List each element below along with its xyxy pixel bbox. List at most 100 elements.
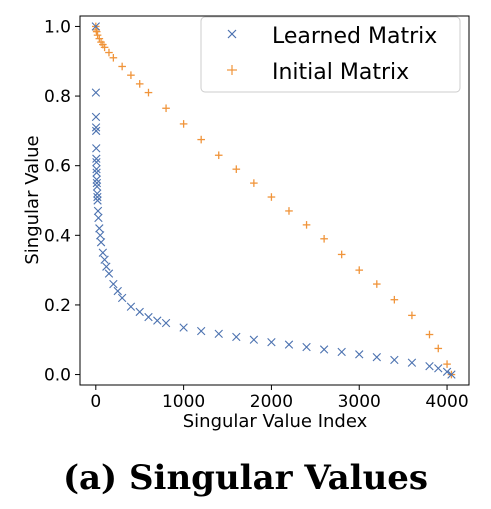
initial-point [232, 165, 241, 173]
learned-point [372, 352, 381, 362]
learned-point [144, 312, 153, 322]
initial-point [214, 151, 223, 160]
y-tick-label: 0.6 [44, 157, 71, 177]
learned-point [98, 248, 108, 257]
learned-point [232, 332, 241, 342]
learned-point [93, 196, 102, 205]
initial-point [95, 34, 104, 43]
learned-point [91, 88, 101, 97]
legend: Learned Matrix Initial Matrix [200, 16, 461, 93]
series-learned-matrix [91, 22, 456, 379]
x-tick-label: 4000 [425, 392, 468, 412]
x-axis-label: Singular Value Index [183, 411, 368, 432]
initial-point [434, 344, 443, 353]
series-initial-matrix [92, 22, 456, 379]
learned-point [113, 286, 122, 296]
learned-point [267, 337, 276, 347]
initial-point [372, 280, 381, 288]
x-tick-label: 3000 [338, 392, 381, 412]
learned-point [390, 355, 399, 365]
axis-ticks: 0 1000 2000 3000 4000 0.0 0.2 0.4 0.6 0.8 1.0 [44, 17, 469, 412]
plot-frame [79, 15, 470, 386]
initial-point [408, 311, 416, 320]
initial-point [92, 27, 101, 36]
initial-point [250, 179, 258, 187]
learned-point [214, 329, 223, 339]
initial-point [320, 234, 328, 243]
legend-marker-initial [227, 65, 237, 75]
learned-point [92, 182, 102, 191]
learned-point [407, 358, 417, 367]
legend-box [200, 16, 461, 93]
initial-point [425, 330, 434, 339]
legend-label-learned: Learned Matrix [272, 24, 437, 49]
y-tick-label: 0.8 [44, 87, 71, 107]
initial-point [118, 62, 126, 71]
learned-point [95, 224, 104, 233]
learned-point [92, 168, 101, 177]
y-axis-label: Singular Value [22, 135, 43, 264]
learned-point [100, 255, 109, 264]
learned-point [93, 206, 103, 216]
initial-point [285, 207, 293, 215]
initial-point [267, 193, 276, 201]
learned-point [447, 370, 456, 379]
x-tick-label: 2000 [250, 392, 293, 412]
learned-point [337, 347, 346, 357]
initial-point [197, 135, 205, 144]
learned-point [126, 302, 136, 311]
learned-point [92, 144, 101, 153]
learned-point [249, 335, 259, 344]
learned-point [319, 345, 329, 354]
learned-point [93, 189, 102, 198]
legend-marker-learned [227, 29, 237, 39]
learned-point [96, 238, 106, 247]
initial-point [135, 80, 144, 88]
initial-point [100, 43, 109, 52]
x-tick-label: 1000 [162, 392, 205, 412]
initial-point [179, 120, 188, 128]
x-tick-label: 0 [90, 392, 101, 412]
learned-point [91, 112, 101, 122]
y-tick-label: 0.2 [44, 296, 71, 316]
learned-point [284, 340, 294, 349]
learned-point [355, 350, 364, 359]
y-tick-label: 0.0 [44, 366, 71, 386]
learned-point [92, 158, 101, 167]
learned-point [302, 342, 311, 352]
learned-point [434, 364, 443, 373]
initial-point [302, 221, 311, 229]
initial-point [127, 71, 135, 79]
initial-point [443, 360, 451, 368]
initial-point [162, 104, 170, 113]
figure-caption: (a) Singular Values [62, 458, 429, 498]
initial-point [105, 48, 113, 57]
learned-point [135, 307, 144, 317]
initial-point [355, 266, 364, 274]
initial-point [390, 295, 399, 304]
learned-point [92, 164, 101, 174]
learned-point [91, 126, 101, 136]
learned-point [92, 154, 101, 163]
legend-label-initial: Initial Matrix [272, 60, 409, 85]
learned-point [179, 323, 188, 332]
initial-point [144, 88, 153, 97]
y-tick-label: 1.0 [44, 17, 71, 37]
learned-point [102, 262, 111, 271]
learned-point [93, 192, 102, 202]
plot-points [91, 22, 456, 379]
learned-point [442, 367, 452, 376]
learned-point [92, 175, 101, 184]
initial-point [93, 31, 102, 39]
learned-point [104, 269, 114, 278]
initial-point [337, 250, 346, 259]
learned-point [96, 231, 105, 240]
learned-point [109, 279, 118, 289]
learned-point [196, 326, 206, 336]
learned-point [91, 123, 101, 132]
learned-point [92, 178, 102, 188]
y-tick-label: 0.4 [44, 226, 71, 246]
learned-point [161, 318, 171, 328]
learned-point [117, 293, 127, 303]
